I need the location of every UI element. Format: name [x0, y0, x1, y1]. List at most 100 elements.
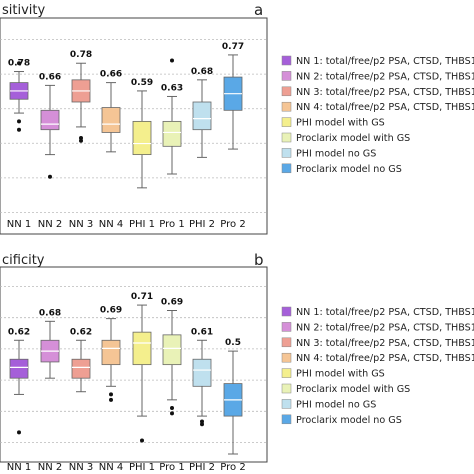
outlier-point	[200, 422, 204, 427]
outlier-point	[17, 119, 21, 124]
iqr-box	[162, 334, 182, 366]
iqr-box	[71, 358, 91, 379]
outlier-point	[140, 438, 144, 443]
legend-swatch	[281, 101, 292, 112]
outlier-point	[109, 392, 113, 397]
outlier-point	[17, 61, 21, 66]
median-value-label: 0.66	[100, 70, 122, 80]
x-tick-label: NN 1	[7, 219, 32, 230]
legend-swatch	[281, 306, 292, 317]
legend-label: NN 1: total/free/p2 PSA, CTSD, THBS1 – n…	[296, 307, 474, 318]
median-value-label: 0.63	[161, 83, 183, 93]
legend-label: Proclarix model with GS	[296, 133, 410, 144]
legend-swatch	[281, 86, 292, 97]
legend-label: NN 1: total/free/p2 PSA, CTSD, THBS1 – n…	[296, 56, 474, 67]
box-phi-1: 0.71 PHI 1	[129, 292, 155, 473]
iqr-box	[101, 339, 121, 366]
panel-frame	[0, 266, 268, 463]
outlier-point	[17, 430, 21, 435]
x-tick-label: NN 1	[7, 462, 32, 473]
legend-label: NN 3: total/free/p2 PSA, CTSD, THBS1, AG…	[296, 87, 474, 98]
x-tick-label: PHI 2	[189, 462, 215, 473]
median-value-label: 0.62	[8, 327, 30, 337]
legend-swatch	[281, 117, 292, 127]
box-nn-3: 0.62 NN 3	[69, 327, 94, 473]
box-pro-1: 0.63 Pro 1	[159, 58, 185, 230]
legend-label: PHI model no GS	[296, 399, 376, 410]
iqr-box	[192, 358, 212, 387]
median-value-label: 0.69	[100, 306, 122, 316]
x-tick-label: PHI 1	[129, 462, 155, 473]
x-tick-label: NN 4	[99, 219, 124, 230]
median-value-label: 0.68	[39, 308, 61, 318]
median-value-label: 0.69	[161, 297, 183, 307]
iqr-box	[192, 101, 212, 131]
legend-a: NN 1: total/free/p2 PSA, CTSD, THBS1 – n…	[281, 55, 474, 175]
box-pro-2: 0.5 Pro 2	[220, 338, 245, 473]
legend-label: NN 2: total/free/p2 PSA, CTSD, THBS1 – w…	[296, 71, 474, 82]
x-tick-label: Pro 2	[220, 219, 245, 230]
legend-swatch	[281, 368, 292, 378]
legend-label: PHI model with GS	[296, 118, 385, 129]
legend-swatch	[281, 55, 292, 66]
median-value-label: 0.5	[225, 338, 241, 348]
legend-label: NN 4: total/free/p2 PSA, CTSD, THBS1, AG…	[296, 102, 474, 113]
box-pro-2: 0.77 Pro 2	[220, 42, 245, 230]
iqr-box	[9, 358, 29, 379]
panel-letter: a	[254, 1, 263, 19]
panel-letter: b	[254, 251, 264, 269]
x-tick-label: Pro 1	[159, 462, 184, 473]
median-value-label: 0.59	[131, 78, 153, 88]
box-pro-1: 0.69 Pro 1	[159, 297, 184, 473]
box-phi-2: 0.61 PHI 2	[189, 327, 215, 473]
median-value-label: 0.68	[191, 67, 213, 77]
legend-b: NN 1: total/free/p2 PSA, CTSD, THBS1 – n…	[281, 306, 474, 426]
box-nn-2: 0.68 NN 2	[38, 308, 63, 473]
box-nn-4: 0.69 NN 4	[99, 306, 124, 473]
outlier-point	[170, 405, 174, 410]
x-tick-label: NN 3	[69, 219, 94, 230]
legend-label: PHI model no GS	[296, 148, 376, 159]
x-tick-label: Pro 2	[220, 462, 245, 473]
box-phi-1: 0.59 PHI 1	[129, 78, 155, 230]
median-value-label: 0.77	[222, 42, 244, 52]
outlier-point	[79, 136, 83, 140]
legend-swatch	[281, 414, 292, 425]
box-nn-1: 0.78 NN 1	[7, 59, 32, 230]
legend-label: NN 4: total/free/p2 PSA, CTSD, THBS1, AG…	[296, 353, 474, 364]
outlier-point	[48, 174, 52, 179]
legend-swatch	[281, 352, 292, 363]
iqr-box	[132, 120, 152, 156]
legend-label: Proclarix model with GS	[296, 384, 410, 395]
median-value-label: 0.62	[70, 327, 92, 337]
x-tick-label: Pro 1	[159, 219, 184, 230]
box-nn-1: 0.62 NN 1	[7, 327, 32, 473]
legend-label: Proclarix model no GS	[296, 415, 402, 426]
panel-b: cificity b 0.62 NN 1 0.68 NN 2 0.62 NN 3 0.69 NN …	[0, 251, 474, 473]
iqr-box	[101, 107, 121, 133]
outlier-point	[170, 411, 174, 416]
legend-label: Proclarix model no GS	[296, 164, 402, 175]
median-value-label: 0.66	[39, 72, 61, 82]
x-tick-label: PHI 1	[129, 219, 155, 230]
iqr-box	[40, 109, 60, 131]
iqr-box	[132, 331, 152, 366]
x-tick-label: NN 2	[38, 462, 63, 473]
legend-swatch	[281, 163, 292, 174]
median-value-label: 0.61	[191, 327, 213, 337]
legend-swatch	[281, 148, 292, 158]
x-tick-label: NN 4	[99, 462, 124, 473]
median-value-label: 0.71	[131, 292, 153, 302]
legend-label: NN 3: total/free/p2 PSA, CTSD, THBS1, AG…	[296, 338, 474, 349]
legend-swatch	[281, 337, 292, 348]
box-phi-2: 0.68 PHI 2	[189, 67, 215, 230]
box-nn-2: 0.66 NN 2	[38, 72, 63, 230]
panel-title: cificity	[2, 253, 45, 268]
box-nn-4: 0.66 NN 4	[99, 70, 124, 230]
panel-a: sitivity a 0.78 NN 1 0.66 NN 2 0.78 NN 3 0.66 NN …	[0, 1, 474, 235]
legend-swatch	[281, 322, 292, 332]
x-tick-label: NN 2	[38, 219, 63, 230]
legend-label: PHI model with GS	[296, 369, 385, 380]
median-value-label: 0.78	[70, 50, 92, 60]
